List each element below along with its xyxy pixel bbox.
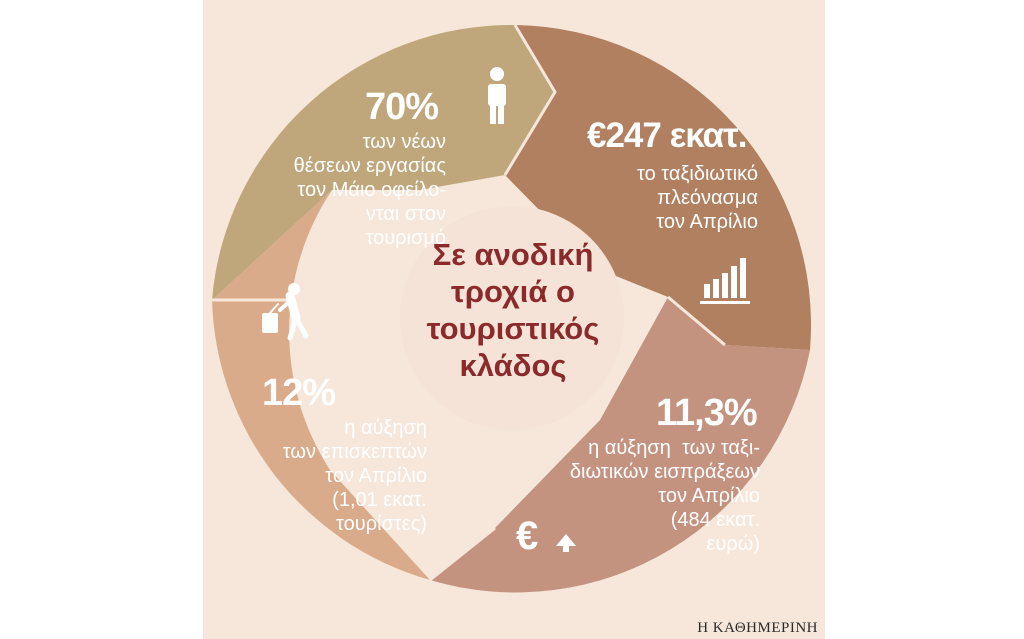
center-title: Σε ανοδική τροχιά ο τουριστικός κλάδος <box>426 237 600 383</box>
person-icon <box>488 67 506 124</box>
visitors-description: η αύξηση των επισκεπτών τον Απρίλιο (1,0… <box>282 417 427 535</box>
segment-visitors <box>212 190 430 580</box>
visitors-value: 12% <box>262 372 336 414</box>
segment-jobs <box>212 24 555 300</box>
jobs-value: 70% <box>365 86 439 128</box>
surplus-description: το ταξιδιωτικό πλεόνασμα τον Απρίλιο <box>636 163 758 233</box>
bar-chart-icon <box>700 258 750 304</box>
jobs-description: των νέων θέσεων εργασίας τον Μάιο οφείλο… <box>293 131 446 249</box>
segment-receipts <box>430 297 810 593</box>
surplus-value: €247 εκατ. <box>587 116 747 155</box>
receipts-value: 11,3% <box>656 392 758 434</box>
source-logo: Η ΚΑΘΗΜΕΡΙΝΗ <box>697 620 818 636</box>
traveler-luggage-icon <box>262 283 309 341</box>
euro-up-icon: € <box>516 514 576 558</box>
segment-separators <box>212 24 726 582</box>
center-circle <box>400 206 624 430</box>
receipts-description: η αύξηση των ταξι- διωτικών εισπράξεων τ… <box>569 437 760 555</box>
svg-text:€: € <box>516 514 538 558</box>
